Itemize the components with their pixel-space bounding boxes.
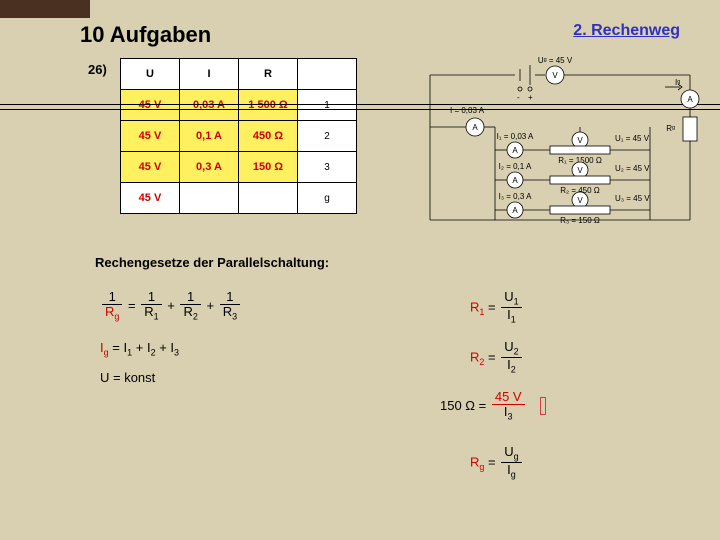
- cell: g: [298, 183, 357, 214]
- decorative-stripe: [0, 0, 90, 18]
- cell: 45 V: [121, 121, 180, 152]
- eq-1overRg: 1Rg = 1R1 + 1R2 + 1R3: [100, 290, 242, 323]
- svg-text:-: -: [517, 93, 520, 102]
- svg-text:+: +: [528, 93, 533, 102]
- page-title: 10 Aufgaben: [80, 22, 211, 48]
- cell: 45 V: [121, 152, 180, 183]
- svg-text:V: V: [552, 71, 558, 80]
- svg-text:R₃ = 150 Ω: R₃ = 150 Ω: [560, 216, 600, 225]
- col-r: R: [239, 59, 298, 90]
- laws-heading: Rechengesetze der Parallelschaltung:: [95, 255, 329, 270]
- cell: [180, 183, 239, 214]
- cell: 45 V: [121, 183, 180, 214]
- svg-text:A: A: [512, 146, 518, 155]
- cell: 1 500 Ω: [239, 90, 298, 121]
- eq-R2: R2 = U2I2: [470, 340, 524, 376]
- cell: 0,03 A: [180, 90, 239, 121]
- svg-text:U₂ = 45 V: U₂ = 45 V: [615, 164, 650, 173]
- svg-text:I₂ = 0,1 A: I₂ = 0,1 A: [499, 162, 532, 171]
- eq-Ig: Ig = I1 + I2 + I3: [100, 340, 179, 358]
- svg-text:V: V: [577, 136, 583, 145]
- cell: 0,3 A: [180, 152, 239, 183]
- eq-150: 150 Ω = 45 VI3: [440, 390, 546, 423]
- col-u: U: [121, 59, 180, 90]
- eq-Rg: Rg = UgIg: [470, 445, 524, 481]
- circuit-diagram: V Uᵍ = 45 V -+ Iᵍ A Rᵍ I = 0,03 A A A I₁…: [420, 55, 700, 230]
- svg-text:A: A: [512, 176, 518, 185]
- col-n: [298, 59, 357, 90]
- svg-text:U₃ = 45 V: U₃ = 45 V: [615, 194, 650, 203]
- cell: 1: [298, 90, 357, 121]
- svg-text:U₁ = 45 V: U₁ = 45 V: [615, 134, 650, 143]
- values-table: U I R 45 V 0,03 A 1 500 Ω 1 45 V 0,1 A 4…: [120, 58, 357, 214]
- svg-text:A: A: [687, 95, 693, 104]
- svg-text:V: V: [577, 196, 583, 205]
- eq-Ukonst: U = konst: [100, 370, 155, 385]
- cell: 150 Ω: [239, 152, 298, 183]
- cell: 45 V: [121, 90, 180, 121]
- cell: 0,1 A: [180, 121, 239, 152]
- svg-text:Iᵍ: Iᵍ: [675, 78, 680, 87]
- eq-R1: R1 = U1I1: [470, 290, 524, 326]
- cell: 2: [298, 121, 357, 152]
- col-i: I: [180, 59, 239, 90]
- svg-text:I₃ = 0,3 A: I₃ = 0,3 A: [499, 192, 533, 201]
- svg-text:V: V: [577, 166, 583, 175]
- task-number: 26): [88, 62, 107, 77]
- cell: 450 Ω: [239, 121, 298, 152]
- svg-text:I₁ = 0,03 A: I₁ = 0,03 A: [497, 132, 534, 141]
- svg-text:Uᵍ = 45 V: Uᵍ = 45 V: [538, 56, 573, 65]
- rechenweg-link[interactable]: 2. Rechenweg: [573, 22, 680, 40]
- svg-text:Rᵍ: Rᵍ: [666, 124, 675, 133]
- cell: [239, 183, 298, 214]
- svg-text:A: A: [512, 206, 518, 215]
- svg-text:A: A: [472, 123, 478, 132]
- cell: 3: [298, 152, 357, 183]
- text-cursor: [540, 397, 546, 415]
- svg-text:I = 0,03 A: I = 0,03 A: [450, 106, 485, 115]
